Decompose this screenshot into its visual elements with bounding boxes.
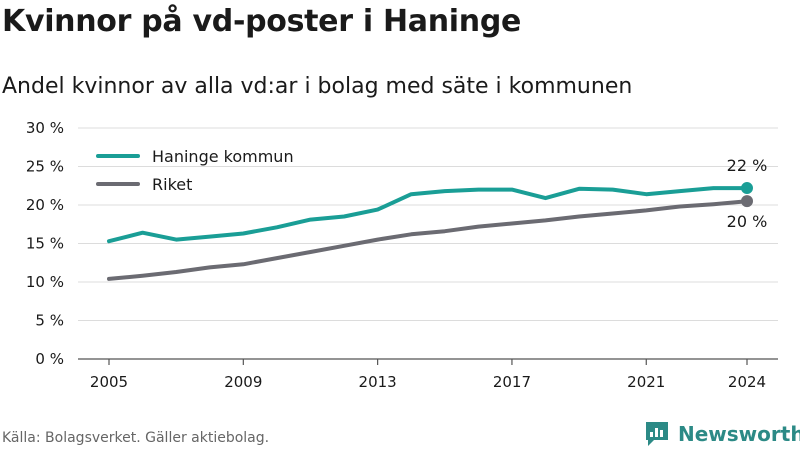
x-tick-label: 2013	[359, 373, 397, 391]
y-tick-label: 10 %	[26, 273, 64, 291]
y-tick-label: 20 %	[26, 196, 64, 214]
chart-subtitle: Andel kvinnor av alla vd:ar i bolag med …	[2, 74, 633, 99]
brand-logo: Newsworthy	[644, 420, 800, 448]
series-end-marker	[741, 182, 753, 195]
legend-label: Haninge kommun	[152, 147, 294, 166]
x-tick-label: 2017	[493, 373, 531, 391]
legend: Haninge kommun Riket	[96, 147, 294, 194]
series-end-marker	[741, 195, 753, 208]
y-tick-label: 5 %	[35, 312, 64, 330]
legend-label: Riket	[152, 175, 192, 194]
end-value-label: 20 %	[727, 212, 768, 231]
end-labels: 20 % 22 %	[727, 156, 768, 231]
x-tick-label: 2021	[627, 373, 665, 391]
y-tick-label: 15 %	[26, 235, 64, 253]
end-value-label: 22 %	[727, 156, 768, 175]
x-tick-label: 2009	[224, 373, 262, 391]
y-axis: 0 % 5 % 10 % 15 % 20 % 25 % 30 %	[26, 119, 64, 368]
line-chart: 0 %5 %10 %15 %20 %25 %30 % 2005 2009 2013 2…	[26, 119, 778, 391]
chart-title: Kvinnor på vd-poster i Haninge	[2, 4, 522, 39]
newsworthy-logo-icon	[646, 422, 668, 446]
y-tick-label: 25 %	[26, 158, 64, 176]
y-tick-label: 0 %	[35, 350, 64, 368]
source-note: Källa: Bolagsverket. Gäller aktiebolag.	[2, 430, 270, 446]
x-axis: 2005 2009 2013 2017 2021 2024	[90, 359, 766, 391]
x-tick-label: 2005	[90, 373, 128, 391]
x-tick-label: 2024	[728, 373, 766, 391]
series-line-haninge	[107, 186, 749, 244]
grid-lines	[78, 127, 778, 360]
series-lines	[107, 182, 753, 281]
series-line-riket	[107, 199, 749, 281]
brand-name: Newsworthy	[678, 422, 800, 446]
y-tick-label: 30 %	[26, 119, 64, 137]
